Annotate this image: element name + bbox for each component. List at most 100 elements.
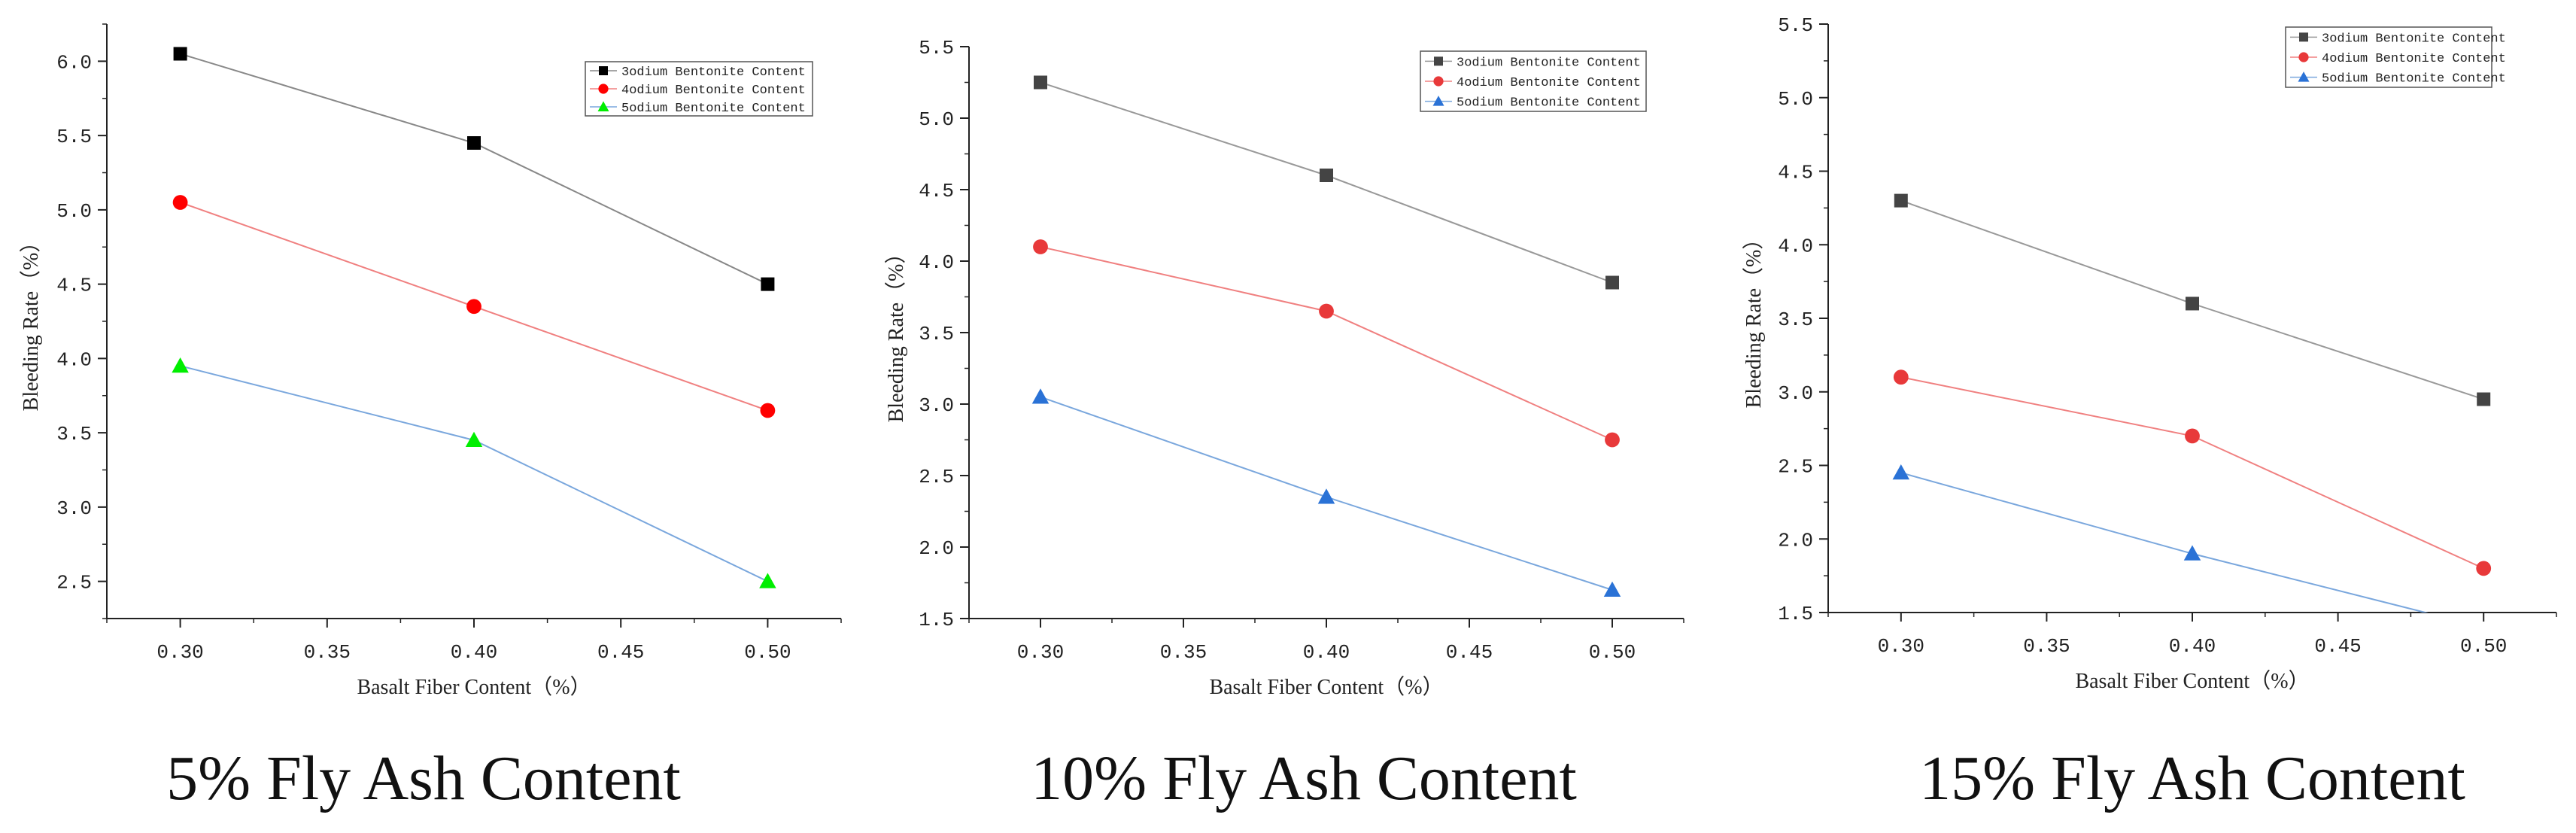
x-tick-label: 0.35: [2023, 635, 2070, 658]
x-tick-label: 0.50: [2460, 635, 2507, 658]
legend-marker: [599, 66, 608, 75]
y-tick-label: 5.5: [1778, 14, 1813, 37]
x-tick-label: 0.45: [1446, 641, 1493, 664]
chart-panel-2: 0.30 0.35 0.40 0.45 0.50 1.5 2.0 2.5 3.0 3.5 4.0 4.…: [884, 37, 1684, 813]
legend-marker: [598, 84, 609, 94]
legend-marker: [2298, 52, 2309, 62]
legend-entry: 5odium Bentonite Content: [2322, 72, 2506, 87]
data-point: [2476, 561, 2492, 576]
y-tick-label: 6.0: [56, 51, 92, 74]
data-point: [1317, 488, 1335, 504]
chart-panel-1: 0.30 0.35 0.40 0.45 0.50 2.5 3.0 3.5 4.0 4.5 5.0 5.…: [19, 23, 842, 813]
data-point: [2183, 545, 2201, 561]
data-point: [2185, 428, 2200, 444]
y-tick-label: 2.0: [919, 537, 954, 560]
legend-box: [1420, 50, 1647, 112]
y-axis-label: Bleeding Rate（%）: [19, 232, 43, 412]
y-tick-label: 3.5: [56, 423, 92, 445]
x-tick-label: 0.45: [597, 641, 644, 664]
y-tick-label: 4.0: [1778, 235, 1813, 257]
y-tick-label: 3.5: [919, 323, 954, 345]
panel-caption: 10% Fly Ash Content: [1031, 743, 1577, 813]
y-tick-label: 3.0: [919, 394, 954, 417]
legend-entry: 3odium Bentonite Content: [2322, 32, 2506, 46]
y-tick-label: 2.0: [1778, 529, 1813, 552]
y-tick-label: 4.5: [1778, 162, 1813, 184]
data-point: [466, 299, 481, 315]
x-tick-label: 0.40: [451, 641, 497, 664]
x-tick-label: 0.35: [304, 641, 351, 664]
x-tick-label: 0.50: [744, 641, 791, 664]
legend-marker: [597, 101, 609, 111]
data-point: [172, 195, 188, 210]
y-tick-label: 4.5: [919, 180, 954, 202]
x-tick-label: 0.30: [1017, 641, 1064, 664]
data-point: [172, 357, 189, 373]
x-tick-label: 0.45: [2314, 635, 2361, 658]
x-tick-label: 0.30: [1878, 635, 1924, 658]
chart-panel-3: 0.30 0.35 0.40 0.45 0.50 1.5 2.0 2.5 3.0 3.5 4.0 4.…: [1742, 14, 2557, 813]
data-point: [1031, 388, 1050, 404]
y-tick-label: 5.0: [1778, 88, 1813, 111]
series-line-3: [180, 365, 768, 582]
series-line-2: [1040, 246, 1613, 441]
x-tick-label: 0.35: [1160, 641, 1207, 664]
data-point: [2477, 392, 2491, 406]
legend-entry: 5odium Bentonite Content: [1457, 96, 1641, 111]
series-group: [1892, 193, 2492, 613]
y-tick-label: 1.5: [1778, 603, 1813, 625]
legend-marker: [1433, 76, 1444, 87]
data-point: [467, 136, 481, 150]
legend-entry: 5odium Bentonite Content: [621, 102, 806, 116]
y-tick-label: 5.0: [919, 108, 954, 131]
y-tick-label: 3.0: [56, 497, 92, 520]
series-group: [172, 47, 776, 588]
y-tick-label: 4.0: [56, 348, 92, 371]
y-axis-label: Bleeding Rate（%）: [884, 243, 908, 423]
legend-marker: [2299, 32, 2308, 42]
data-point: [1603, 581, 1621, 597]
y-tick-label: 2.5: [56, 572, 92, 594]
legend: 3odium Bentonite Content 4odium Bentonite…: [1420, 50, 1647, 112]
y-tick-label: 5.5: [56, 126, 92, 148]
x-axis-label: Basalt Fiber Content（%）: [2075, 669, 2309, 693]
x-tick-label: 0.50: [1589, 641, 1636, 664]
data-point: [761, 277, 775, 291]
panel-caption: 5% Fly Ash Content: [166, 743, 681, 813]
legend: 3odium Bentonite Content 4odium Bentonite…: [585, 61, 813, 117]
legend-marker: [1432, 96, 1444, 106]
data-point: [1892, 464, 1910, 480]
series-group: [1031, 75, 1621, 597]
legend-entry: 3odium Bentonite Content: [1457, 56, 1641, 70]
y-tick-label: 5.5: [919, 37, 954, 59]
data-point: [1034, 75, 1047, 90]
legend-entry: 3odium Bentonite Content: [621, 65, 806, 80]
legend: 3odium Bentonite Content 4odium Bentonite…: [2285, 26, 2506, 88]
y-tick-label: 1.5: [919, 609, 954, 631]
y-tick-label: 5.0: [56, 200, 92, 223]
legend-marker: [1434, 56, 1443, 66]
x-tick-label: 0.40: [1303, 641, 1350, 664]
x-axis-label: Basalt Fiber Content（%）: [1209, 675, 1443, 699]
y-tick-label: 2.5: [1778, 456, 1813, 479]
legend-entry: 4odium Bentonite Content: [1457, 76, 1641, 90]
data-point: [1033, 239, 1048, 254]
legend-entry: 4odium Bentonite Content: [2322, 52, 2506, 66]
data-point: [1320, 169, 1333, 182]
legend-entry: 4odium Bentonite Content: [621, 84, 806, 98]
data-point: [1605, 275, 1619, 290]
y-tick-label: 2.5: [919, 466, 954, 488]
data-point: [1319, 303, 1334, 319]
legend-box: [2285, 26, 2492, 88]
data-point: [760, 403, 776, 418]
data-point: [1893, 369, 1909, 385]
data-point: [1894, 193, 1908, 208]
y-tick-label: 4.5: [56, 275, 92, 297]
data-point: [465, 431, 483, 447]
y-tick-label: 3.0: [1778, 382, 1813, 405]
x-tick-label: 0.30: [156, 641, 203, 664]
data-point: [2186, 296, 2199, 311]
legend-box: [585, 61, 813, 117]
y-tick-label: 3.5: [1778, 309, 1813, 331]
